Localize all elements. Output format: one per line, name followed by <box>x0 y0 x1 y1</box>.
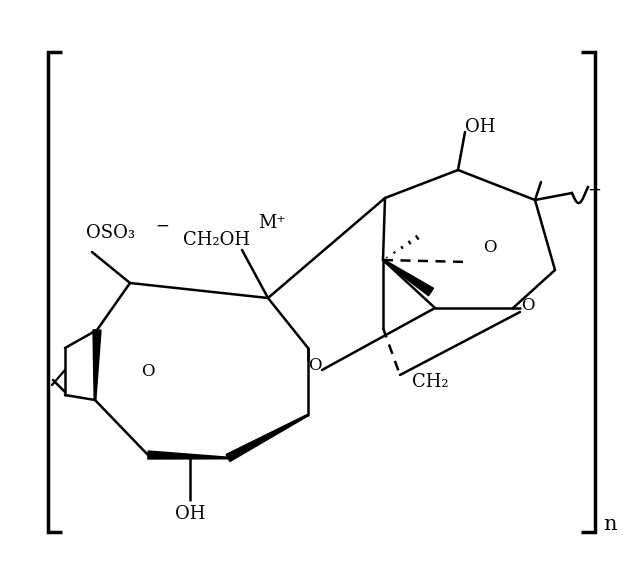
Text: O: O <box>483 238 497 256</box>
Text: O: O <box>141 364 155 381</box>
Text: −: − <box>587 181 601 199</box>
Text: OSO₃: OSO₃ <box>86 224 134 242</box>
Text: −: − <box>155 217 169 235</box>
Text: n: n <box>604 515 617 533</box>
Polygon shape <box>226 414 308 461</box>
Text: O: O <box>308 357 322 374</box>
Text: OH: OH <box>465 118 495 136</box>
Text: CH₂: CH₂ <box>412 373 448 391</box>
Polygon shape <box>93 330 101 400</box>
Polygon shape <box>148 451 228 459</box>
Text: OH: OH <box>175 505 205 523</box>
Text: CH₂OH: CH₂OH <box>182 231 250 249</box>
Text: M⁺: M⁺ <box>258 214 286 232</box>
Text: O: O <box>521 296 535 314</box>
Polygon shape <box>383 259 433 296</box>
